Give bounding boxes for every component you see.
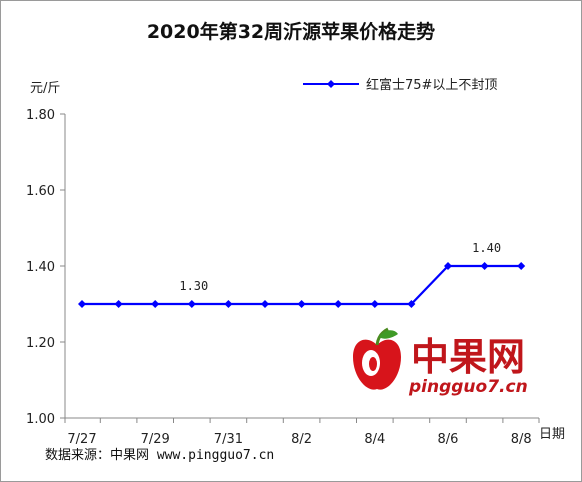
x-tick-label: 8/2 xyxy=(291,432,312,447)
legend-marker xyxy=(327,80,335,88)
x-tick-label: 8/8 xyxy=(511,432,532,447)
y-axis-label: 元/斤 xyxy=(30,81,60,96)
data-label: 1.40 xyxy=(472,241,501,255)
data-point xyxy=(444,262,452,270)
x-tick-label: 7/31 xyxy=(214,432,243,447)
data-point xyxy=(334,300,343,308)
data-point xyxy=(480,262,489,270)
data-point xyxy=(370,300,379,308)
y-tick-label: 1.60 xyxy=(26,184,55,199)
data-point xyxy=(187,300,196,308)
x-tick-label: 7/29 xyxy=(141,432,170,447)
y-tick-label: 1.00 xyxy=(26,412,55,427)
y-ticks: 1.00 1.20 1.40 1.60 1.80 xyxy=(26,108,65,427)
data-point xyxy=(517,262,526,270)
logo-watermark: 中果网 pingguo7.cn xyxy=(353,327,528,397)
data-point xyxy=(407,300,416,308)
data-label: 1.30 xyxy=(179,279,208,293)
x-ticks: 7/27 7/29 7/31 8/2 8/4 8/6 8/8 xyxy=(64,418,540,447)
logo-url: pingguo7.cn xyxy=(408,377,528,397)
data-point xyxy=(114,300,123,308)
x-tick-label: 8/4 xyxy=(364,432,385,447)
x-tick-label: 8/6 xyxy=(438,432,459,447)
x-tick-label: 7/27 xyxy=(67,432,96,447)
y-tick-label: 1.40 xyxy=(26,260,55,275)
source-text: 数据来源：中果网 www.pingguo7.cn xyxy=(45,448,274,463)
data-point xyxy=(151,300,160,308)
y-tick-label: 1.80 xyxy=(26,108,55,123)
apple-logo-icon xyxy=(353,327,401,390)
series-line xyxy=(82,264,522,306)
data-point xyxy=(261,300,269,308)
logo-text: 中果网 xyxy=(411,335,525,379)
y-tick-label: 1.20 xyxy=(26,336,55,351)
annotation-group: 1.30 1.40 xyxy=(179,241,501,293)
data-point xyxy=(224,300,233,308)
chart-title: 2020年第32周沂源苹果价格走势 xyxy=(147,20,435,43)
data-point xyxy=(297,300,306,308)
data-point xyxy=(78,300,86,308)
legend-label: 红富士75#以上不封顶 xyxy=(366,77,497,93)
x-axis-label: 日期 xyxy=(539,427,565,442)
series-group xyxy=(78,262,526,308)
